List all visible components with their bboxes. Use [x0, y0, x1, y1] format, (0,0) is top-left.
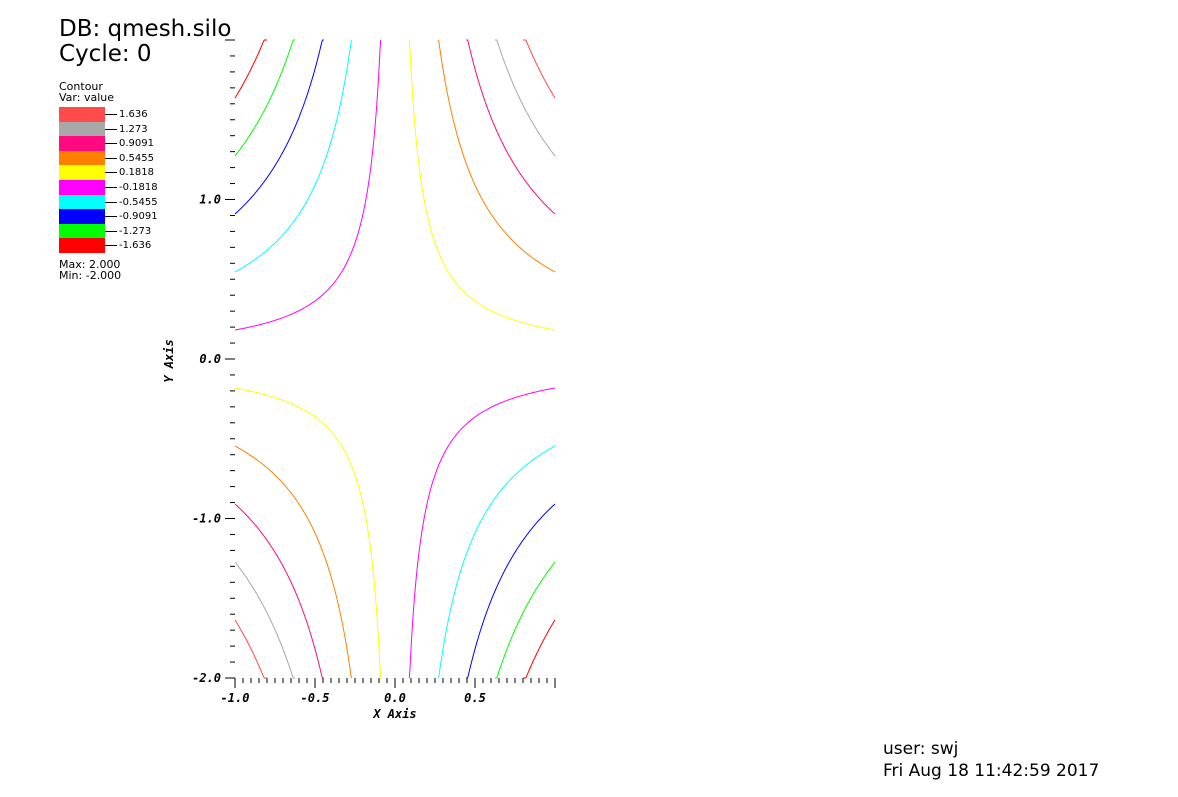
- contour-line-level-6: [234, 39, 353, 273]
- legend-label: 0.9091: [119, 138, 154, 150]
- legend-tick: [105, 172, 117, 174]
- legend-tick: [105, 245, 117, 247]
- contour-line-level-9: [522, 619, 556, 679]
- contour-lines: [234, 39, 556, 679]
- legend-label: 0.1818: [119, 167, 154, 179]
- contour-line-level-7: [234, 39, 324, 215]
- y-tick-label: 1.0: [199, 193, 221, 207]
- legend-swatch: [59, 179, 105, 195]
- legend-entry: -0.1818: [59, 179, 179, 195]
- contour-line-level-0: [234, 619, 268, 679]
- contour-line-level-8: [234, 39, 296, 157]
- legend-tick: [105, 157, 117, 159]
- legend-swatch: [59, 238, 105, 253]
- contour-line-level-6: [437, 445, 556, 679]
- contour-line-level-3: [234, 445, 353, 679]
- legend-swatch: [59, 165, 105, 180]
- contour-line-level-2: [234, 503, 324, 679]
- contour-line-level-1: [234, 561, 296, 679]
- y-tick-label: 0.0: [199, 352, 221, 366]
- legend-tick: [105, 143, 117, 145]
- legend-swatch: [59, 136, 105, 151]
- legend-entry: 1.636: [59, 107, 179, 122]
- database-label: DB: qmesh.silo: [59, 16, 232, 42]
- legend-tick: [105, 216, 117, 218]
- legend-label: 0.5455: [119, 152, 154, 164]
- legend-entry: 1.273: [59, 121, 179, 137]
- legend-swatch: [59, 209, 105, 224]
- legend-max: Max: 2.000: [59, 258, 121, 271]
- cycle-label: Cycle: 0: [59, 41, 152, 67]
- legend-swatch: [59, 223, 105, 239]
- x-tick-label: 0.5: [464, 691, 486, 705]
- legend-tick: [105, 128, 117, 130]
- contour-line-level-9: [234, 39, 268, 99]
- legend-entry: -0.9091: [59, 209, 179, 224]
- contour-line-level-1: [494, 39, 556, 157]
- legend-tick: [105, 230, 117, 232]
- legend-entry: 0.5455: [59, 150, 179, 166]
- y-tick-label: -1.0: [192, 512, 221, 526]
- legend-label: -0.9091: [119, 211, 158, 223]
- contour-line-level-4: [408, 39, 556, 331]
- contour-line-level-4: [234, 387, 382, 679]
- legend-label: -0.5455: [119, 196, 158, 208]
- contour-line-level-3: [437, 39, 556, 273]
- y-axis-title: Y Axis: [162, 339, 176, 382]
- x-tick-label: -1.0: [221, 691, 250, 705]
- contour-line-level-7: [466, 503, 556, 679]
- legend-tick: [105, 186, 117, 188]
- legend-tick: [105, 201, 117, 203]
- contour-line-level-0: [522, 39, 556, 99]
- legend-tick: [105, 114, 117, 115]
- legend-swatch: [59, 121, 105, 137]
- legend-variable: Var: value: [59, 91, 114, 104]
- legend-label: 1.636: [119, 109, 148, 120]
- legend-min: Min: -2.000: [59, 269, 122, 282]
- legend-label: -1.636: [119, 240, 152, 252]
- x-axis-title: X Axis: [372, 707, 416, 721]
- legend-swatch: [59, 107, 105, 122]
- legend-entry: -1.273: [59, 223, 179, 239]
- legend-entry: -1.636: [59, 238, 179, 253]
- legend-swatch: [59, 150, 105, 166]
- legend-entry: 0.1818: [59, 165, 179, 180]
- contour-line-level-5: [408, 387, 556, 679]
- contour-line-level-2: [466, 39, 556, 215]
- timestamp-label: Fri Aug 18 11:42:59 2017: [883, 761, 1100, 781]
- legend-title: Contour: [59, 80, 103, 93]
- legend-swatch: [59, 194, 105, 210]
- legend-label: -0.1818: [119, 181, 158, 193]
- x-tick-label: 0.0: [384, 691, 406, 705]
- x-tick-label: -0.5: [301, 691, 330, 705]
- legend-entry: 0.9091: [59, 136, 179, 151]
- legend-color-bar: 1.636 1.273 0.9091 0.5455 0.1818 -0.1818 -0.54…: [59, 107, 179, 253]
- y-tick-label: -2.0: [192, 671, 221, 685]
- legend-label: -1.273: [119, 225, 152, 237]
- contour-line-level-5: [234, 39, 382, 331]
- legend-entry: -0.5455: [59, 194, 179, 210]
- user-label: user: swj: [883, 739, 959, 759]
- legend-label: 1.273: [119, 123, 148, 135]
- contour-line-level-8: [494, 561, 556, 679]
